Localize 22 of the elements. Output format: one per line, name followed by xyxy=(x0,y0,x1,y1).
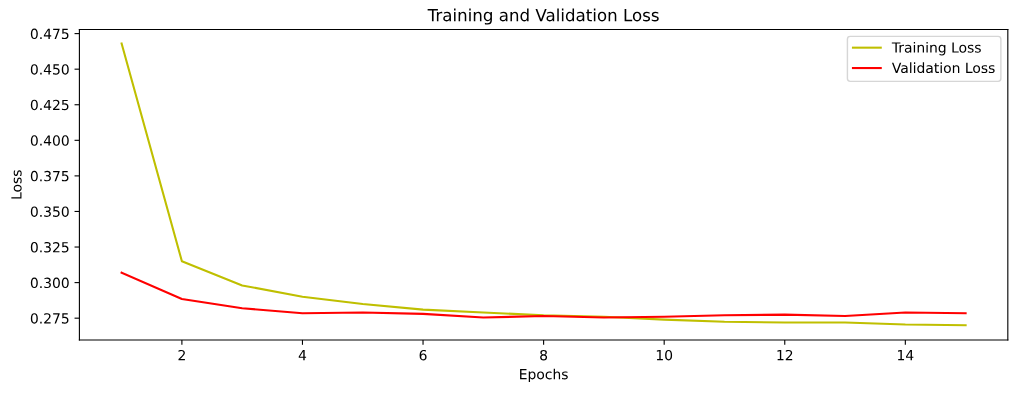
y-tick-label: 0.425 xyxy=(30,99,69,111)
legend-label: Validation Loss xyxy=(891,62,995,74)
y-tick-label: 0.275 xyxy=(30,313,69,324)
y-tick-label: 0.450 xyxy=(30,64,69,75)
x-tick-label: 10 xyxy=(656,349,673,361)
x-tick-label: 2 xyxy=(178,349,185,361)
y-tick-label: 0.350 xyxy=(30,206,69,217)
chart-title: Training and Validation Loss xyxy=(427,8,659,25)
y-tick-label: 0.475 xyxy=(30,28,69,40)
x-axis-title: Epochs xyxy=(520,368,568,383)
legend-label: Training Loss xyxy=(891,41,981,56)
line-series xyxy=(120,271,967,319)
x-tick-label: 6 xyxy=(419,349,427,361)
y-tick-label: 0.325 xyxy=(30,242,69,253)
x-tick-label: 8 xyxy=(540,349,548,361)
y-tick-label: 0.300 xyxy=(30,277,69,289)
x-tick-label: 14 xyxy=(898,350,914,361)
y-tick-label: 0.400 xyxy=(30,135,69,146)
x-tick-label: 12 xyxy=(777,349,793,361)
y-axis-title: Loss xyxy=(11,170,22,199)
y-tick-label: 0.375 xyxy=(30,170,69,182)
x-tick-label: 4 xyxy=(298,350,307,361)
